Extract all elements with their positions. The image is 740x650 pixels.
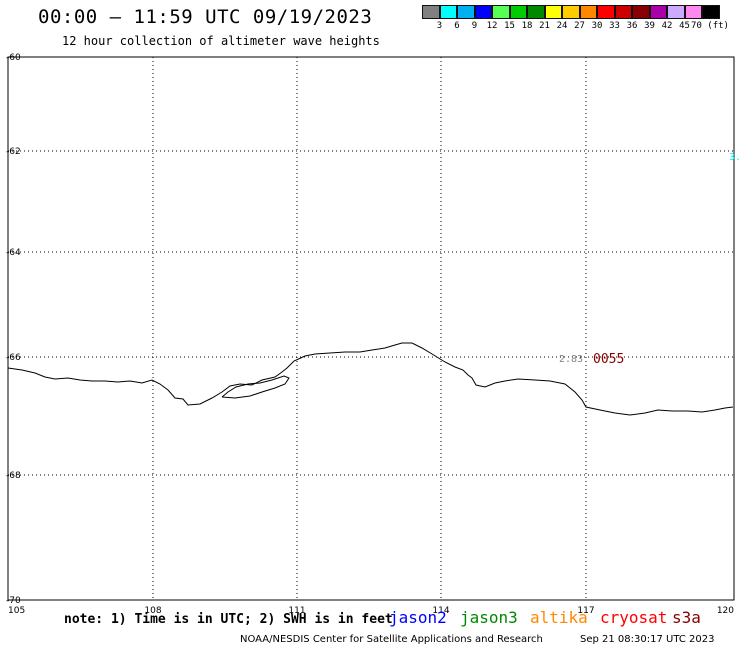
legend-swatch bbox=[684, 5, 702, 19]
latitude-label: -62 bbox=[6, 147, 21, 157]
longitude-label: 114 bbox=[432, 606, 449, 616]
legend-swatch bbox=[702, 5, 720, 19]
legend-swatch bbox=[509, 5, 527, 19]
legend-label: 30 bbox=[591, 21, 603, 31]
legend-swatch bbox=[632, 5, 650, 19]
legend-label: 42 bbox=[661, 21, 673, 31]
legend-swatch bbox=[422, 5, 440, 19]
credit-line: NOAA/NESDIS Center for Satellite Applica… bbox=[240, 634, 543, 645]
legend-swatches bbox=[422, 5, 720, 19]
satellite-jason2: jason2 bbox=[389, 608, 447, 627]
satellite-altika: altika bbox=[530, 608, 588, 627]
map-title: 00:00 — 11:59 UTC 09/19/2023 bbox=[38, 6, 373, 28]
legend-label: 39 bbox=[644, 21, 655, 31]
longitude-label: 111 bbox=[288, 606, 305, 616]
satellite-cryosat: cryosat bbox=[600, 608, 668, 627]
map-frame bbox=[7, 56, 735, 601]
legend-label: 27 bbox=[574, 21, 585, 31]
legend-label: 70 (ft) bbox=[691, 21, 729, 31]
legend-swatch bbox=[597, 5, 615, 19]
coastline-inlet bbox=[221, 375, 290, 399]
obs-value-2-83: 2.83 bbox=[559, 354, 583, 365]
legend-swatch bbox=[527, 5, 545, 19]
generated-timestamp: Sep 21 08:30:17 UTC 2023 bbox=[580, 634, 715, 645]
latitude-labels: -60 -62 -64 -66 -68 -70 bbox=[6, 53, 21, 606]
legend-label: 45 bbox=[679, 21, 690, 31]
latitude-label: -68 bbox=[6, 471, 21, 481]
legend-swatch bbox=[457, 5, 475, 19]
legend-label: 15 bbox=[504, 21, 515, 31]
legend-label: 33 bbox=[609, 21, 620, 31]
legend-swatch bbox=[562, 5, 580, 19]
map-subtitle: 12 hour collection of altimeter wave hei… bbox=[62, 34, 380, 48]
map-grid bbox=[8, 57, 734, 600]
obs-value-3: 3. bbox=[729, 152, 740, 163]
legend-label: 6 bbox=[454, 21, 460, 31]
legend-label: 24 bbox=[556, 21, 568, 31]
latitude-label: -66 bbox=[6, 353, 21, 363]
legend-swatch bbox=[614, 5, 632, 19]
legend-label: 9 bbox=[471, 21, 478, 31]
obs-value-0055: 0055 bbox=[593, 352, 624, 367]
latitude-label: -60 bbox=[6, 53, 21, 63]
longitude-label: 120 bbox=[717, 606, 734, 616]
latitude-label: -70 bbox=[6, 596, 21, 606]
longitude-labels: 105 108 111 114 117 120 bbox=[8, 606, 734, 616]
legend-swatch bbox=[544, 5, 562, 19]
legend-swatch bbox=[667, 5, 685, 19]
legend-swatch bbox=[474, 5, 492, 19]
legend-label: 36 bbox=[626, 21, 638, 31]
legend-label: 18 bbox=[521, 21, 533, 31]
legend-labels: 3 6 9 12 15 18 21 24 27 30 33 36 39 42 45 70 (ft) bbox=[422, 19, 729, 33]
legend-label: 3 bbox=[436, 21, 443, 31]
legend-swatch bbox=[492, 5, 510, 19]
longitude-label: 117 bbox=[577, 606, 594, 616]
satellite-jason3: jason3 bbox=[460, 608, 518, 627]
legend-swatch bbox=[579, 5, 597, 19]
antarctic-coastline bbox=[7, 342, 734, 416]
legend-swatch bbox=[649, 5, 667, 19]
longitude-label: 105 bbox=[8, 606, 25, 616]
footer-note: note: 1) Time is in UTC; 2) SWH is in fe… bbox=[64, 612, 393, 627]
legend-label: 12 bbox=[486, 21, 498, 31]
legend-label: 21 bbox=[539, 21, 550, 31]
satellite-s3a: s3a bbox=[672, 608, 701, 627]
wave-height-color-legend: 3 6 9 12 15 18 21 24 27 30 33 36 39 42 45 70 (ft) bbox=[422, 5, 729, 33]
latitude-label: -64 bbox=[6, 248, 21, 258]
longitude-label: 108 bbox=[144, 606, 161, 616]
legend-swatch bbox=[439, 5, 457, 19]
